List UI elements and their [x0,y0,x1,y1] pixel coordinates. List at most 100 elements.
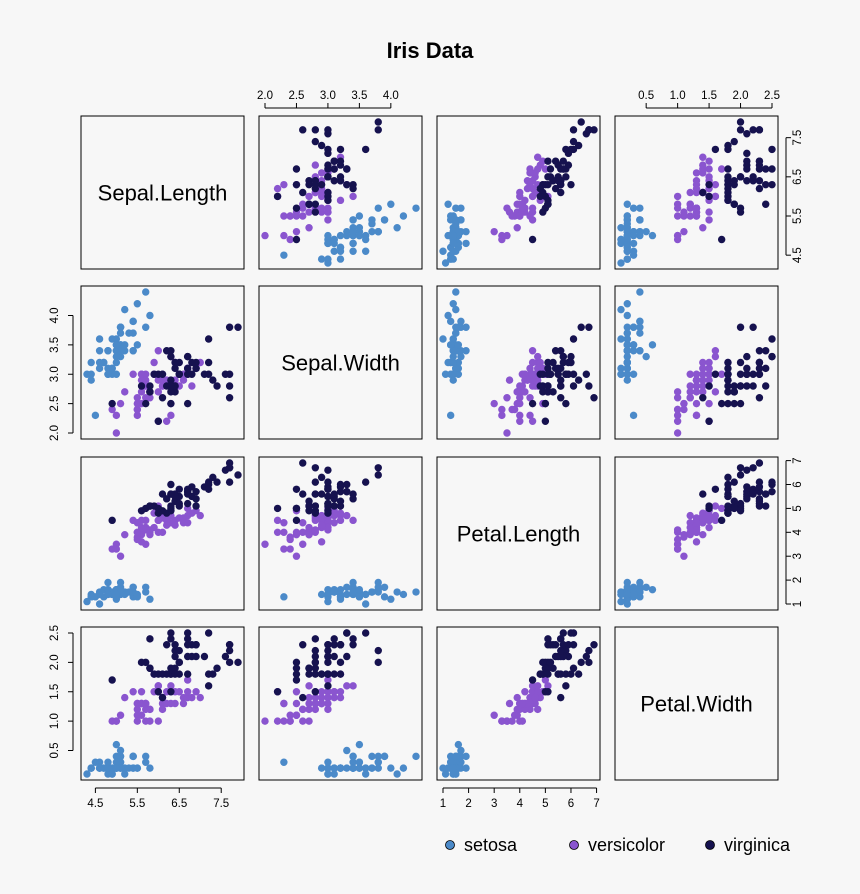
point-versicolor [533,705,542,714]
point-versicolor [516,394,524,402]
tick-label: 2.5 [49,396,61,412]
point-versicolor [280,699,288,708]
point-setosa [324,758,332,766]
point-setosa [349,588,357,596]
point-versicolor [179,376,188,384]
point-setosa [355,585,364,594]
point-setosa [142,752,150,761]
panel-petal-width-vs-petal-length [436,626,601,781]
point-setosa [125,764,133,772]
panel-frame [80,626,245,781]
point-virginica [324,485,332,493]
point-virginica [755,347,764,355]
point-setosa [446,212,455,220]
diagonal-panel-sepal-width: Sepal.Width [258,285,423,440]
point-versicolor [526,169,534,177]
point-virginica [562,399,570,408]
point-virginica [361,629,370,637]
point-setosa [449,335,457,343]
axis-bottom-petal-length: 1 2 3 4 5 6 7 [440,787,600,810]
point-versicolor [518,699,527,708]
point-virginica [762,180,770,189]
point-virginica [736,323,745,331]
point-versicolor [324,688,332,696]
point-virginica [736,126,745,134]
point-virginica [292,165,301,173]
point-virginica [324,145,332,154]
point-setosa [133,300,142,308]
tick-label: 1.5 [701,90,717,102]
point-virginica [192,364,200,373]
point-setosa [393,770,401,778]
tick-label: 1 [440,798,446,810]
point-virginica [311,208,320,216]
point-virginica [705,417,713,425]
point-virginica [528,676,537,684]
point-setosa [95,364,104,373]
point-virginica [374,126,382,134]
point-setosa [330,247,338,255]
point-virginica [546,641,555,649]
point-virginica [292,670,301,678]
point-virginica [557,188,565,197]
point-versicolor [673,388,682,396]
point-setosa [439,247,447,255]
panel-sepal-width-vs-sepal-length [80,285,245,440]
point-setosa [374,204,382,212]
tick-label: 3.0 [49,366,61,382]
point-virginica [567,145,575,154]
point-virginica [324,682,332,690]
point-versicolor [179,519,188,527]
point-virginica [225,370,234,378]
point-setosa [146,311,154,320]
point-versicolor [158,514,167,522]
panel-frame [436,285,601,440]
point-setosa [349,764,357,772]
point-versicolor [705,358,713,367]
point-setosa [636,588,644,596]
variable-label: Petal.Width [640,692,753,717]
point-versicolor [526,693,534,702]
point-versicolor [273,184,282,193]
tick-label: 2 [792,577,804,583]
point-virginica [755,495,764,503]
point-virginica [343,180,351,189]
panel-sepal-length-vs-petal-length [436,115,601,270]
point-virginica [225,478,234,486]
point-virginica [213,382,221,390]
point-virginica [549,388,557,396]
point-virginica [311,478,320,486]
point-versicolor [533,352,542,361]
point-versicolor [490,227,498,236]
point-setosa [636,288,644,296]
point-virginica [183,364,192,373]
point-setosa [642,227,650,236]
tick-label: 3 [792,553,804,559]
point-versicolor [116,711,125,719]
point-setosa [87,764,95,772]
point-virginica [536,670,544,678]
point-setosa [83,597,91,606]
point-virginica [743,364,751,373]
point-setosa [629,411,638,420]
point-versicolor [167,411,175,420]
point-virginica [585,658,593,667]
point-versicolor [705,376,713,384]
point-virginica [167,399,175,408]
point-virginica [188,358,196,367]
point-versicolor [273,717,282,725]
point-versicolor [699,161,707,169]
point-virginica [536,382,544,390]
point-virginica [167,352,175,361]
point-virginica [559,157,567,165]
point-virginica [544,388,552,396]
point-versicolor [280,528,288,537]
point-virginica [724,382,732,390]
point-setosa [349,227,357,236]
point-setosa [457,352,465,361]
point-setosa [457,746,465,755]
tick-label: 1 [792,601,804,607]
point-setosa [636,347,644,355]
tick-label: 4.5 [792,247,804,263]
point-virginica [192,487,200,496]
